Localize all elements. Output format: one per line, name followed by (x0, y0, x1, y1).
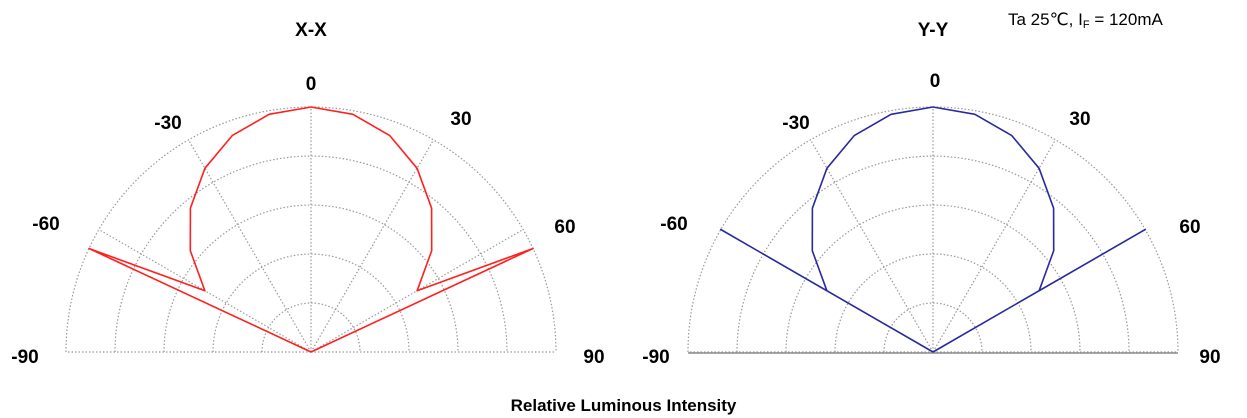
angle-tick-label: -30 (782, 113, 809, 134)
series-line (720, 106, 1146, 353)
x-axis-label: Relative Luminous Intensity (510, 396, 737, 415)
angle-tick-label: 90 (583, 347, 604, 368)
angle-tick-label: -60 (32, 214, 59, 235)
condition-subscript: F (1082, 19, 1090, 31)
radial-gridline (212, 253, 410, 353)
angle-tick-label: -90 (642, 347, 669, 368)
radial-gridline (163, 204, 459, 353)
radial-gridline (883, 302, 983, 353)
radial-gridline (65, 106, 557, 353)
angular-gridline (932, 139, 1057, 353)
angle-tick-label: 30 (1069, 109, 1090, 130)
angle-tick-label: -60 (660, 214, 687, 235)
test-condition: Ta 25℃, IF = 120mA (1008, 10, 1163, 31)
angular-gridline (310, 139, 435, 353)
angle-tick-label: 60 (554, 217, 575, 238)
angle-tick-label: 0 (930, 71, 941, 92)
polar-chart-x-x: X-X 0 30 -30 60 -60 90 -90 (11, 20, 604, 368)
condition-prefix: Ta 25℃, I (1008, 10, 1083, 29)
chart-title: Y-Y (918, 20, 949, 41)
angle-tick-label: 30 (450, 109, 471, 130)
radial-gridline (687, 106, 1179, 353)
angular-gridline (809, 139, 934, 353)
chart-title: X-X (295, 20, 327, 41)
radial-gridline (114, 155, 508, 353)
angle-tick-label: 90 (1199, 347, 1220, 368)
radial-gridline (834, 253, 1032, 353)
polar-chart-y-y: Y-Y 0 30 -30 60 -60 90 -90 (642, 20, 1220, 368)
angle-tick-label: -90 (11, 347, 38, 368)
angular-gridline (187, 139, 312, 353)
angle-tick-label: 0 (306, 74, 317, 95)
angle-tick-label: 60 (1179, 217, 1200, 238)
angle-tick-label: -30 (154, 113, 181, 134)
radial-gridline (785, 204, 1081, 353)
condition-suffix: = 120mA (1089, 10, 1163, 29)
radial-gridline (736, 155, 1130, 353)
series-line (88, 106, 534, 353)
